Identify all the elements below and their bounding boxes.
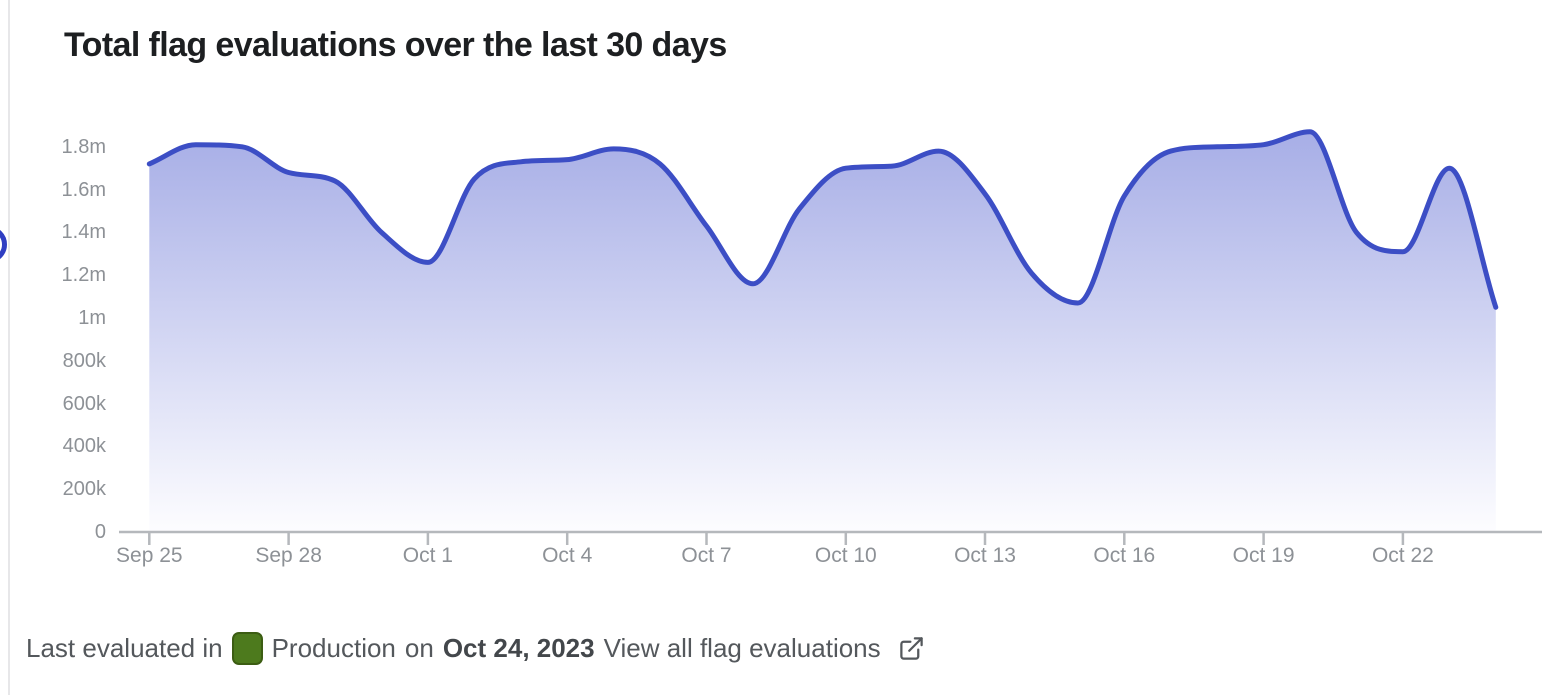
x-axis-label: Oct 22 xyxy=(1371,544,1434,567)
panel-left-border xyxy=(8,0,10,695)
evaluation-date: Oct 24, 2023 xyxy=(442,632,595,663)
external-link-icon[interactable] xyxy=(898,635,925,662)
chart-title: Total flag evaluations over the last 30 … xyxy=(64,26,727,64)
y-axis-label: 1.8m xyxy=(61,135,106,158)
footer: Last evaluated in Production on Oct 24, … xyxy=(26,630,925,666)
y-axis-label: 200k xyxy=(62,478,106,501)
area-fill xyxy=(149,131,1496,533)
footer-connector: on xyxy=(404,632,434,663)
x-axis-label: Oct 19 xyxy=(1232,544,1295,567)
y-axis-label: 1m xyxy=(78,307,106,329)
x-axis-label: Oct 7 xyxy=(681,544,732,567)
environment-name: Production xyxy=(271,632,396,663)
environment-color-swatch xyxy=(231,631,263,665)
trend-line xyxy=(146,129,1499,310)
x-axis-ticks xyxy=(148,532,1405,545)
y-axis-label: 600k xyxy=(62,392,106,415)
y-axis-label: 1.2m xyxy=(61,264,106,287)
x-axis-label: Oct 4 xyxy=(542,544,593,567)
y-axis-label: 400k xyxy=(62,435,106,458)
x-axis-label: Oct 1 xyxy=(402,544,453,567)
footer-prefix: Last evaluated in xyxy=(26,632,223,663)
x-axis-label: Oct 16 xyxy=(1093,544,1156,567)
x-axis-label: Sep 25 xyxy=(116,544,183,567)
x-axis-label: Sep 28 xyxy=(255,544,322,567)
view-all-flag-evaluations-link[interactable]: View all flag evaluations xyxy=(603,632,881,663)
y-axis-label: 0 xyxy=(94,521,106,543)
x-axis-label: Oct 13 xyxy=(954,544,1016,567)
y-axis-label: 800k xyxy=(62,349,106,372)
y-axis-label: 1.4m xyxy=(61,221,106,244)
x-axis-label: Oct 10 xyxy=(814,544,877,567)
y-axis-label: 1.6m xyxy=(61,178,106,201)
